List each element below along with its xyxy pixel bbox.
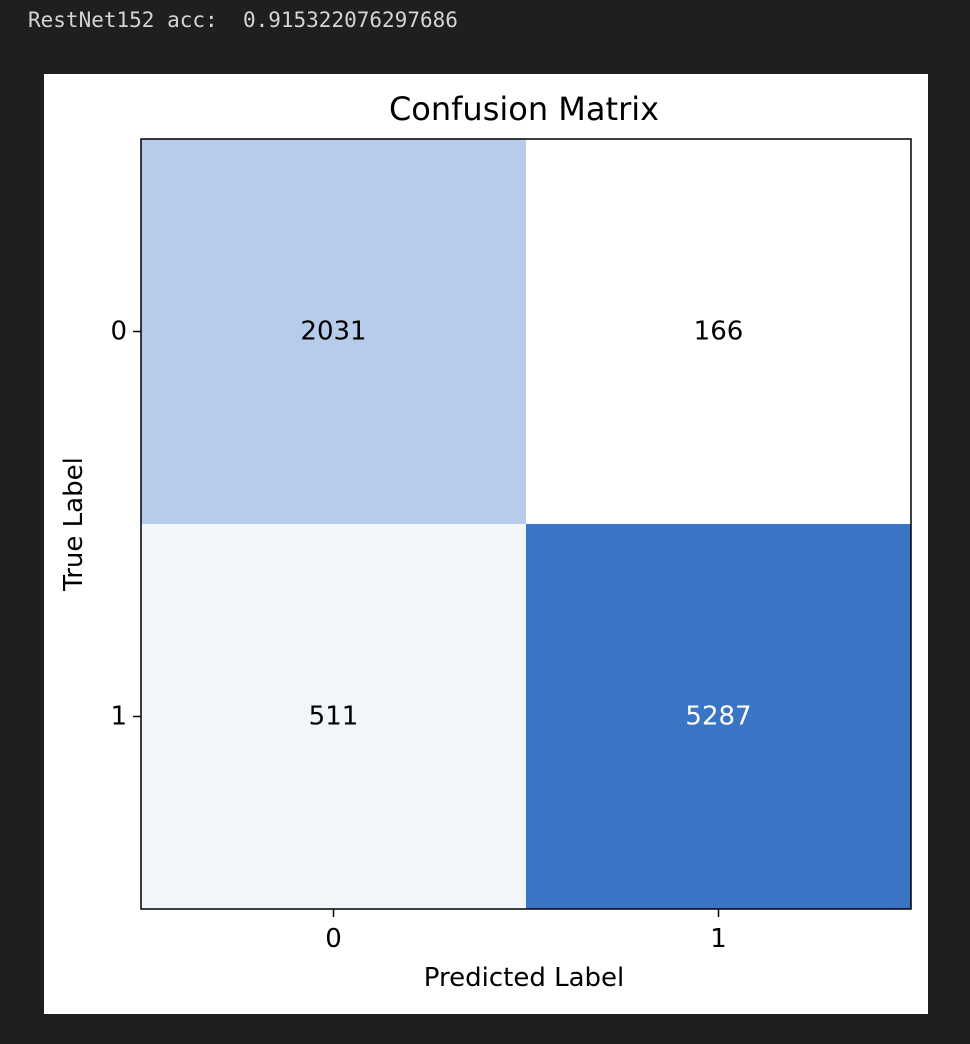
heatmap-cells: 2031 166 511 5287 xyxy=(141,139,911,909)
cell-value-0-0: 2031 xyxy=(300,317,366,347)
axis-ticks: 0 1 0 1 xyxy=(110,317,726,955)
confusion-matrix-figure: Confusion Matrix 2031 166 511 5287 0 1 0 1 Pre… xyxy=(44,74,928,1014)
x-tick-label-0: 0 xyxy=(325,924,342,954)
x-axis-label: Predicted Label xyxy=(424,963,624,993)
cell-value-1-0: 511 xyxy=(309,702,359,732)
plot-frame xyxy=(140,138,912,910)
cell-value-1-1: 5287 xyxy=(685,702,751,732)
matrix-cell-1-1 xyxy=(526,524,911,909)
chart-title: Confusion Matrix xyxy=(389,90,659,128)
cell-value-0-1: 166 xyxy=(694,317,744,347)
console-output: RestNet152 acc: 0.915322076297686 xyxy=(28,6,458,34)
y-tick-label-1: 1 xyxy=(110,702,127,732)
accuracy-value: 0.915322076297686 xyxy=(242,8,458,32)
accuracy-label: RestNet152 acc: xyxy=(28,8,218,32)
confusion-matrix-chart: Confusion Matrix 2031 166 511 5287 0 1 0 1 Pre… xyxy=(59,90,912,993)
y-axis-label: True Label xyxy=(59,457,89,592)
matrix-cell-0-1 xyxy=(526,139,911,524)
matrix-cell-1-0 xyxy=(141,524,526,909)
x-tick-label-1: 1 xyxy=(710,924,727,954)
matrix-cell-0-0 xyxy=(141,139,526,524)
y-tick-label-0: 0 xyxy=(110,317,127,347)
